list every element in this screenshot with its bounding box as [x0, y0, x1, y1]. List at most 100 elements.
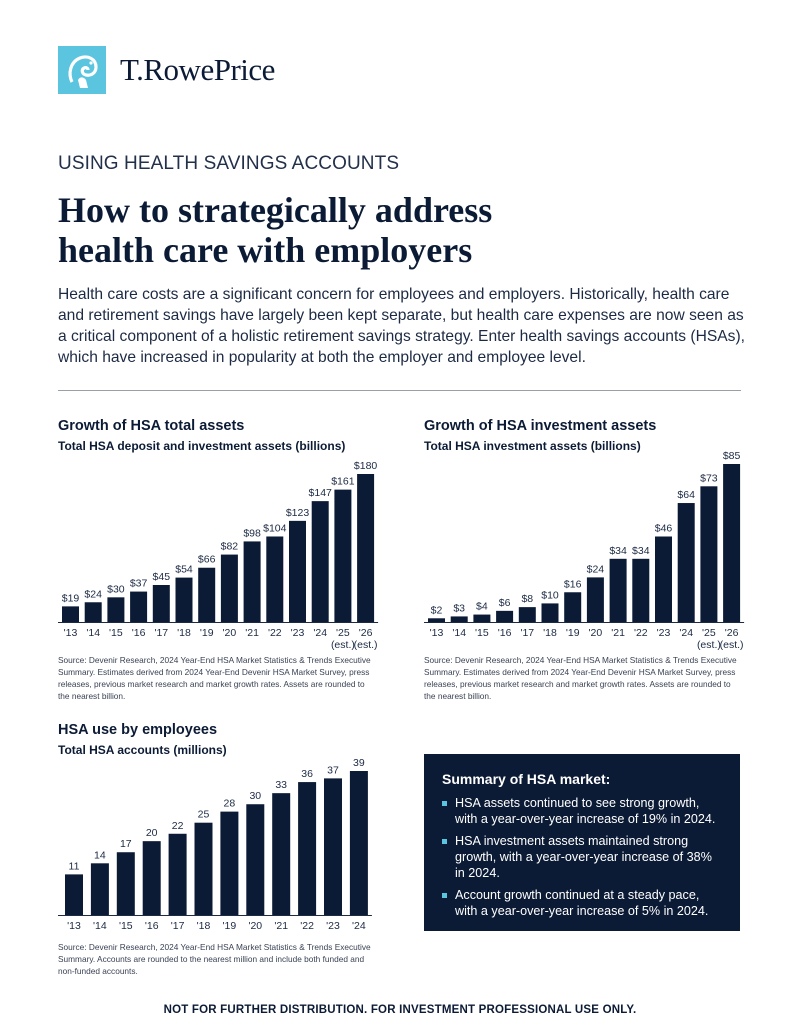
summary-title: Summary of HSA market:: [442, 771, 611, 787]
data-label: $34: [609, 545, 627, 557]
data-label: 30: [249, 790, 261, 802]
data-label: 36: [301, 768, 313, 780]
bar: [564, 592, 582, 622]
bar: [677, 503, 695, 622]
bar: [541, 603, 559, 622]
tick-label: '26: [359, 627, 373, 639]
tick-label: '21: [245, 627, 259, 639]
kicker: USING HEALTH SAVINGS ACCOUNTS: [58, 153, 400, 174]
chart-title: Growth of HSA investment assets: [424, 418, 657, 434]
chart-subtitle: Total HSA investment assets (billions): [424, 439, 641, 453]
tick-label: '15: [109, 627, 123, 639]
tick-label: '20: [223, 627, 237, 639]
estimate-label: (est.): [331, 639, 355, 651]
tick-label: '15: [475, 627, 489, 639]
chart-subtitle: Total HSA deposit and investment assets …: [58, 439, 346, 453]
intro-paragraph: Health care costs are a significant conc…: [58, 286, 746, 366]
data-label: $73: [700, 472, 718, 484]
tick-label: '23: [291, 627, 305, 639]
tick-label: '20: [248, 920, 262, 932]
data-label: 20: [146, 827, 158, 839]
data-label: 33: [275, 779, 287, 791]
data-label: $16: [564, 578, 582, 590]
data-label: $30: [107, 583, 125, 595]
data-label: $82: [221, 541, 239, 553]
data-label: $98: [243, 527, 261, 539]
bar: [334, 489, 352, 622]
bar: [518, 607, 536, 622]
data-label: $3: [453, 602, 465, 614]
summary-list: HSA assets continued to see strong growt…: [442, 795, 722, 919]
tick-label: '17: [154, 627, 168, 639]
bar: [175, 577, 193, 622]
tick-label: '14: [93, 920, 107, 932]
bar: [116, 852, 135, 915]
investment-bar-chart: $2 '13 $3 '14 $4 '15 $6 '16 $8 '17 $10 '18 $16 '19 $24…: [424, 450, 745, 651]
data-label: 25: [198, 809, 210, 821]
brand-logo: T.RowePrice: [58, 46, 275, 94]
chart-title: Growth of HSA total assets: [58, 418, 245, 434]
tick-label: '20: [589, 627, 603, 639]
bar: [473, 614, 491, 622]
summary-item: Account growth continued at a steady pac…: [442, 887, 722, 919]
data-label: 14: [94, 849, 106, 861]
bar: [152, 585, 170, 622]
data-label: $6: [499, 597, 511, 609]
investment-source-note: Source: Devenir Research, 2024 Year-End …: [424, 655, 737, 701]
bar: [246, 804, 265, 915]
bar: [198, 567, 216, 622]
bar: [266, 536, 284, 622]
tick-label: '13: [430, 627, 444, 639]
tick-label: '21: [274, 920, 288, 932]
bar: [272, 793, 291, 915]
tick-label: '23: [657, 627, 671, 639]
bar: [65, 874, 83, 915]
bar: [609, 558, 627, 622]
tick-label: '17: [520, 627, 534, 639]
bar: [220, 811, 239, 915]
data-label: $10: [541, 589, 559, 601]
bar: [450, 616, 468, 622]
data-label: 37: [327, 764, 339, 776]
data-label: 11: [69, 860, 80, 872]
data-label: $104: [263, 522, 287, 534]
bar: [496, 610, 514, 622]
bar: [349, 771, 368, 915]
summary-item: HSA assets continued to see strong growt…: [442, 795, 722, 827]
investment-chart-header: Growth of HSA investment assets Total HS…: [424, 418, 744, 453]
tick-label: '25: [702, 627, 716, 639]
bar: [324, 778, 342, 915]
bar: [220, 554, 238, 622]
bar: [243, 541, 261, 622]
title-line-1: How to strategically address: [58, 190, 493, 230]
data-label: $54: [175, 564, 193, 576]
data-label: 39: [353, 757, 365, 769]
estimate-label: (est.): [720, 639, 744, 651]
tick-label: '22: [634, 627, 648, 639]
data-label: 28: [224, 798, 236, 810]
bar: [357, 474, 375, 622]
tick-label: '16: [145, 920, 159, 932]
tick-label: '13: [67, 920, 81, 932]
chart-title: HSA use by employees: [58, 722, 218, 738]
bar: [194, 822, 213, 915]
assets-chart-header: Growth of HSA total assets Total HSA dep…: [58, 418, 378, 453]
tick-label: '16: [132, 627, 146, 639]
bar: [655, 536, 672, 622]
data-label: $180: [354, 460, 378, 472]
accounts-chart-header: HSA use by employees Total HSA accounts …: [58, 722, 378, 757]
data-label: $2: [431, 604, 443, 616]
tick-label: '21: [611, 627, 625, 639]
bar: [62, 606, 79, 622]
tick-label: '23: [326, 920, 340, 932]
page-title: How to strategically address health care…: [58, 190, 658, 270]
tick-label: '14: [452, 627, 466, 639]
bar: [632, 558, 650, 622]
data-label: $34: [632, 545, 650, 557]
accounts-bar-chart: 11 '13 14 '14 17 '15 20 '16 22 '17 25 '18 28 '19 30 '20…: [58, 757, 372, 932]
bar: [168, 833, 187, 915]
tick-label: '19: [200, 627, 214, 639]
data-label: $24: [84, 588, 102, 600]
bar: [586, 577, 604, 622]
tick-label: '19: [223, 920, 237, 932]
